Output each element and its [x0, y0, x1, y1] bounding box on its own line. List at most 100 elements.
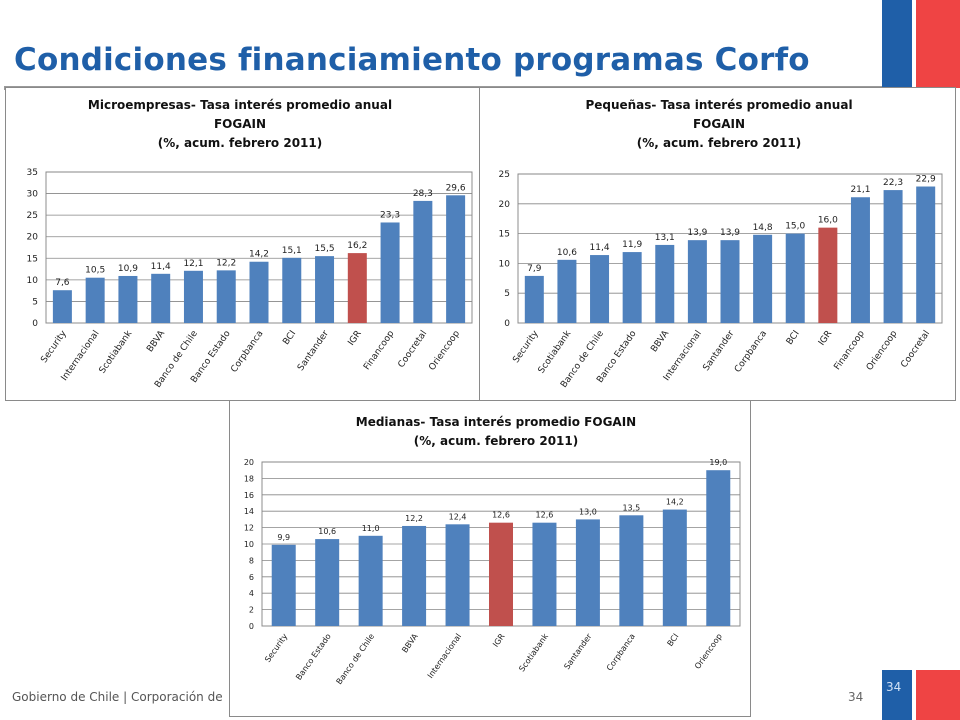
bar-banco-de-chile	[183, 270, 203, 323]
x-tick-label: BBVA	[649, 328, 671, 354]
chart-title-line: Pequeñas- Tasa interés promedio anual	[585, 98, 852, 112]
bar-bci	[785, 233, 805, 323]
x-tick-label: Financoop	[833, 329, 868, 372]
bar-bci	[662, 509, 687, 626]
data-label: 21,1	[850, 185, 870, 195]
data-label: 14,8	[753, 223, 773, 233]
y-tick-label: 25	[27, 211, 38, 221]
chart-title-line: (%, acum. febrero 2011)	[414, 434, 578, 448]
flag-red-stripe	[916, 0, 960, 88]
y-tick-label: 5	[32, 297, 38, 307]
x-tick-label: BBVA	[400, 632, 420, 655]
y-tick-label: 2	[249, 606, 254, 615]
data-label: 12,4	[449, 512, 467, 521]
bar-igr	[818, 227, 838, 323]
bar-security	[271, 544, 296, 626]
y-tick-label: 16	[244, 491, 254, 500]
bar-financoop	[850, 197, 870, 323]
bar-igr	[347, 253, 367, 323]
y-tick-label: 5	[504, 289, 510, 299]
bar-oriencoop	[883, 190, 903, 323]
x-tick-label: BCI	[281, 329, 298, 347]
bar-santander	[720, 240, 740, 323]
x-tick-label: Corpbanca	[605, 632, 637, 673]
flag-red-stripe	[916, 670, 960, 720]
bar-banco-de-chile	[358, 535, 383, 626]
x-tick-label: Oriencoop	[427, 329, 462, 373]
data-label: 11,9	[622, 240, 642, 250]
bar-coocretal	[413, 200, 433, 323]
x-tick-label: BCI	[785, 329, 802, 347]
data-label: 28,3	[413, 189, 433, 199]
chart-panel-pequenas: Pequeñas- Tasa interés promedio anual FOG…	[479, 87, 956, 401]
data-label: 29,6	[446, 183, 466, 193]
bar-banco-estado	[622, 252, 642, 323]
chart-panel-medianas: Medianas- Tasa interés promedio FOGAIN (%…	[229, 400, 751, 717]
bar-bbva	[402, 525, 427, 626]
y-tick-label: 4	[249, 589, 254, 598]
data-label: 13,1	[655, 233, 675, 243]
y-tick-label: 10	[27, 276, 39, 286]
x-tick-label: Banco Estado	[294, 632, 333, 682]
chart-title-line: (%, acum. febrero 2011)	[637, 136, 801, 150]
data-label: 7,6	[55, 278, 70, 288]
y-tick-label: 6	[249, 573, 254, 582]
y-tick-label: 0	[32, 319, 38, 329]
data-label: 22,9	[916, 175, 936, 185]
y-tick-label: 35	[27, 168, 38, 178]
data-label: 15,5	[315, 244, 335, 254]
bar-financoop	[380, 222, 400, 323]
bar-banco-de-chile	[590, 255, 610, 323]
page-title: Condiciones financiamiento programas Cor…	[14, 42, 810, 78]
data-label: 14,2	[249, 250, 269, 260]
y-tick-label: 12	[244, 524, 254, 533]
x-tick-label: IGR	[346, 329, 363, 348]
chart-title-line: FOGAIN	[693, 117, 745, 131]
data-label: 13,0	[579, 507, 597, 516]
data-label: 16,0	[818, 216, 838, 226]
data-label: 12,2	[216, 258, 236, 268]
data-label: 23,3	[380, 210, 400, 220]
x-tick-label: BCI	[665, 632, 680, 648]
bar-banco-estado	[315, 539, 340, 626]
bar-scotiabank	[532, 522, 557, 626]
y-tick-label: 15	[27, 254, 38, 264]
x-tick-label: Santander	[702, 329, 737, 373]
y-tick-label: 14	[244, 507, 254, 516]
x-tick-label: Coocretal	[899, 329, 932, 370]
data-label: 10,6	[557, 248, 577, 258]
x-tick-label: Security	[511, 328, 541, 365]
y-tick-label: 30	[27, 190, 39, 200]
bar-coocretal	[916, 186, 936, 323]
x-tick-label: Financoop	[362, 329, 397, 372]
flag-blue-stripe	[882, 670, 912, 720]
bar-internacional	[687, 240, 707, 323]
data-label: 10,6	[318, 527, 336, 536]
bar-bbva	[151, 273, 171, 323]
data-label: 7,9	[527, 264, 542, 274]
chart-title-line: FOGAIN	[214, 117, 266, 131]
data-label: 12,2	[405, 514, 423, 523]
bar-corpbanca	[753, 234, 773, 323]
bar-santander	[575, 519, 600, 626]
y-tick-label: 0	[504, 319, 510, 329]
y-tick-label: 20	[499, 200, 511, 210]
x-tick-label: Corpbanca	[229, 329, 265, 375]
data-label: 15,1	[282, 246, 302, 256]
data-label: 14,2	[666, 498, 684, 507]
chart-title-line: Medianas- Tasa interés promedio FOGAIN	[356, 415, 636, 429]
y-tick-label: 10	[499, 259, 511, 269]
bar-igr	[489, 522, 513, 626]
bar-bbva	[655, 244, 675, 323]
data-label: 12,6	[536, 511, 554, 520]
y-tick-label: 0	[249, 622, 254, 631]
chile-flag-top-decoration	[882, 0, 960, 88]
bar-corpbanca	[619, 515, 644, 626]
bar-oriencoop	[446, 195, 466, 323]
bar-security	[52, 290, 72, 323]
data-label: 11,4	[590, 243, 610, 253]
x-tick-label: Banco de Chile	[335, 632, 377, 686]
data-label: 16,2	[347, 241, 367, 251]
data-label: 10,5	[85, 266, 105, 276]
bar-corpbanca	[249, 261, 269, 323]
